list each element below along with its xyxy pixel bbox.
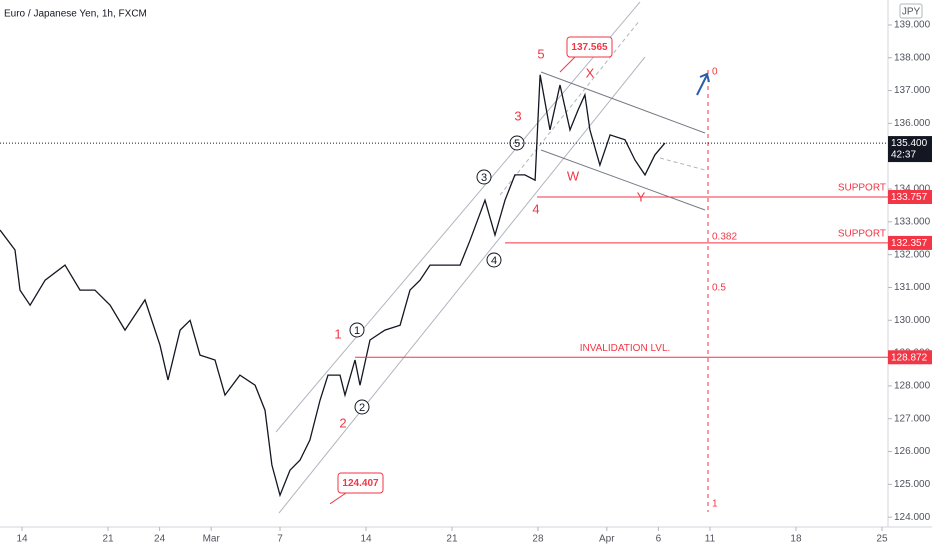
circle	[349, 322, 365, 338]
circled-label: 4	[491, 255, 497, 267]
x-tick-label: 14	[16, 534, 28, 545]
y-tick-label: 134.000	[894, 184, 931, 195]
projection-line	[659, 157, 706, 171]
callout-label: 137.565	[571, 42, 608, 53]
x-tick-label: 6	[656, 534, 662, 545]
level-label: 132.357	[891, 238, 928, 249]
y-tick-label: 136.000	[894, 118, 931, 129]
wedge-line	[540, 149, 706, 211]
x-tick-label: 21	[446, 534, 458, 545]
arrow	[696, 72, 710, 96]
y-tick-label: 127.000	[894, 413, 931, 424]
y-tick-label: 132.000	[894, 249, 931, 260]
fib-label: 0.5	[712, 283, 726, 294]
y-tick-label: 131.000	[894, 282, 931, 293]
circled-label: 5	[514, 138, 520, 150]
x-tick-label: 18	[790, 534, 802, 545]
y-tick-label: 130.000	[894, 315, 931, 326]
x-tick-label: 21	[102, 534, 114, 545]
y-tick-label: 139.000	[894, 20, 931, 31]
currency-box	[899, 3, 923, 19]
x-tick-label: 11	[705, 534, 716, 545]
level-text: SUPPORT	[838, 183, 886, 194]
x-tick-label: Apr	[599, 534, 615, 545]
level-label: 133.757	[891, 192, 928, 203]
chart-title: Euro / Japanese Yen, 1h, FXCM	[4, 9, 147, 20]
price-line	[0, 74, 666, 498]
y-tick-label: 133.000	[894, 216, 931, 227]
y-tick-label: 126.000	[894, 446, 931, 457]
last-price-box	[888, 136, 932, 163]
x-tick-label: 7	[277, 534, 283, 545]
circle	[476, 169, 492, 185]
callout-label: 124.407	[342, 478, 379, 489]
countdown: 42:37	[891, 150, 916, 161]
circled-label: 1	[354, 325, 360, 337]
wave-label: X	[586, 65, 595, 80]
callout-pointer	[559, 56, 576, 73]
y-tick-label: 124.000	[894, 512, 931, 523]
level-text: INVALIDATION LVL.	[580, 343, 671, 354]
channel-line	[499, 19, 641, 196]
fib-label: 0.382	[712, 232, 737, 243]
currency: JPY	[902, 7, 921, 18]
wave-label: 1	[334, 326, 341, 341]
wave-label: 5	[537, 46, 544, 61]
circled-label: 2	[359, 402, 365, 414]
y-tick-label: 138.000	[894, 52, 931, 63]
wave-label: W	[567, 168, 580, 183]
callout-pointer	[329, 492, 347, 505]
wave-label: 4	[532, 201, 539, 216]
wedge-line	[540, 71, 706, 134]
level-label: 128.872	[891, 352, 928, 363]
y-tick-label: 128.000	[894, 381, 931, 392]
fib-label: 0	[712, 67, 718, 78]
wave-label: 2	[339, 415, 346, 430]
last-price-label: 135.400	[891, 138, 928, 149]
x-tick-label: 25	[876, 534, 888, 545]
plot-area	[0, 1, 710, 514]
y-tick-label: 137.000	[894, 85, 931, 96]
x-tick-label: 28	[532, 534, 544, 545]
callout-box	[566, 36, 613, 58]
circled-label: 3	[481, 172, 487, 184]
callout-box	[337, 472, 384, 494]
wave-label: 3	[514, 108, 521, 123]
circle	[354, 399, 370, 415]
channel-line	[275, 1, 641, 433]
level-box	[888, 350, 932, 365]
circled-labels: 1 2 3 4 5	[349, 135, 525, 415]
fib-label: 1	[712, 498, 718, 509]
circle	[486, 252, 502, 268]
x-tick-label: Mar	[203, 534, 221, 545]
channel-line	[278, 56, 646, 514]
level-box	[888, 189, 932, 204]
y-tick-label: 125.000	[894, 479, 931, 490]
level-text: SUPPORT	[838, 229, 886, 240]
x-tick-label: 14	[360, 534, 372, 545]
level-box	[888, 235, 932, 250]
x-tick-label: 24	[154, 534, 166, 545]
